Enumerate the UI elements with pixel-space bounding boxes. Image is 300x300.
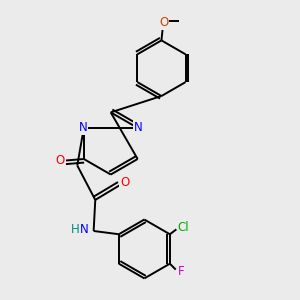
Text: F: F	[178, 265, 185, 278]
Text: N: N	[79, 122, 87, 134]
Text: Cl: Cl	[178, 221, 189, 234]
Text: O: O	[120, 176, 129, 189]
Text: O: O	[159, 16, 168, 29]
Text: O: O	[55, 154, 64, 167]
Text: N: N	[134, 122, 143, 134]
Text: H: H	[71, 224, 80, 236]
Text: N: N	[80, 224, 89, 236]
